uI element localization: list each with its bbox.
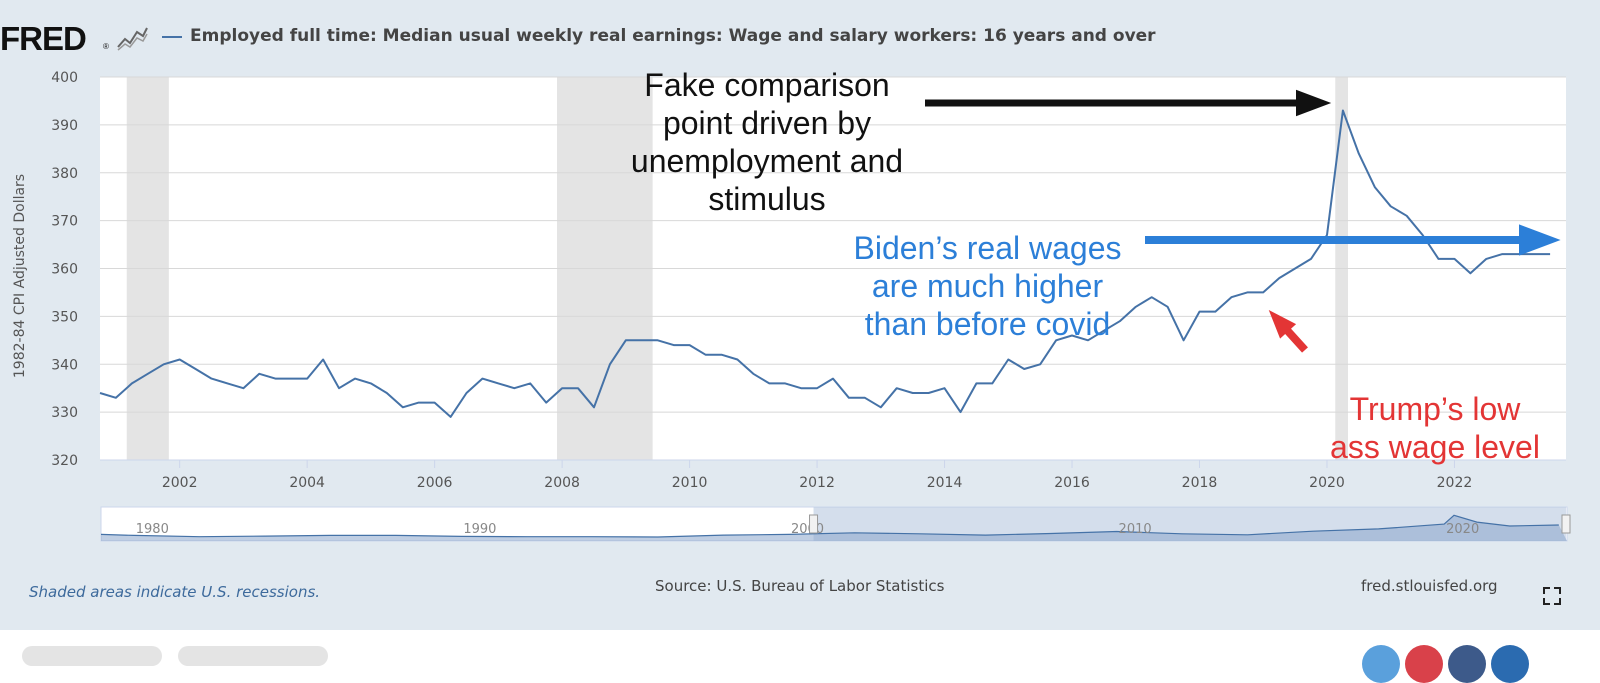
x-tick-label: 2018 — [1182, 475, 1218, 491]
navigator-handle[interactable] — [1561, 514, 1571, 534]
navigator-year-label: 2000 — [791, 522, 824, 537]
x-tick-label: 2020 — [1309, 475, 1345, 491]
y-tick-label: 320 — [51, 453, 78, 469]
y-tick-label: 380 — [51, 166, 78, 182]
red-arrow-head — [1268, 309, 1297, 339]
navigator-year-label: 2010 — [1119, 522, 1152, 537]
series-line — [99, 109, 1551, 418]
share-icon[interactable] — [1362, 645, 1400, 683]
navigator-handle[interactable] — [809, 514, 819, 534]
navigator-year-label: 1990 — [463, 522, 496, 537]
fred-registered-mark: ® — [103, 42, 109, 51]
y-tick-label: 400 — [51, 70, 78, 86]
legend-line — [162, 36, 182, 38]
annotation-trump: Trump’s low ass wage level — [1330, 391, 1540, 465]
x-tick-label: 2012 — [799, 475, 835, 491]
x-tick-label: 2002 — [162, 475, 198, 491]
fred-logo[interactable]: FRED — [0, 20, 87, 57]
y-tick-label: 340 — [51, 357, 78, 373]
black-arrow-head — [1296, 89, 1332, 117]
x-tick-label: 2010 — [672, 475, 708, 491]
x-tick-label: 2016 — [1054, 475, 1090, 491]
bottom-button[interactable] — [178, 646, 328, 666]
source-text: Source: U.S. Bureau of Labor Statistics — [655, 577, 945, 595]
navigator-line — [100, 514, 1559, 538]
share-icon[interactable] — [1448, 645, 1486, 683]
fullscreen-icon[interactable] — [1543, 587, 1561, 605]
x-tick-label: 2014 — [927, 475, 963, 491]
y-tick-label: 390 — [51, 118, 78, 134]
x-tick-label: 2006 — [417, 475, 453, 491]
line-chart: 320 330 340 350 360 370 380 390 400 2002 2004 2006 2… — [51, 70, 1566, 491]
x-tick-label: 2004 — [289, 475, 325, 491]
y-tick-label: 360 — [51, 262, 78, 278]
blue-arrow-head — [1519, 224, 1561, 256]
range-navigator[interactable]: 1980 1990 2000 2010 2020 — [0, 505, 1600, 555]
site-link[interactable]: fred.stlouisfed.org — [1361, 577, 1498, 595]
series-title: Employed full time: Median usual weekly … — [190, 26, 1156, 46]
annotation-fake-comparison: Fake comparison point driven by unemployme… — [630, 67, 904, 217]
navigator-year-label: 1980 — [136, 522, 169, 537]
share-icon[interactable] — [1491, 645, 1529, 683]
y-axis-label: 1982-84 CPI Adjusted Dollars — [12, 173, 28, 379]
x-tick-label: 2008 — [544, 475, 580, 491]
x-tick-label: 2022 — [1437, 475, 1473, 491]
recession-note: Shaded areas indicate U.S. recessions. — [29, 583, 321, 601]
y-tick-label: 330 — [51, 405, 78, 421]
chart-header: FRED ® Employed full time: Median usual … — [0, 14, 1600, 60]
bottom-button[interactable] — [22, 646, 162, 666]
graph-icon — [117, 24, 148, 51]
y-tick-label: 370 — [51, 214, 78, 230]
navigator-year-label: 2020 — [1446, 522, 1479, 537]
annotation-biden: Biden’s real wages are much higher than be… — [853, 230, 1122, 342]
share-icon[interactable] — [1405, 645, 1443, 683]
chart-frame: FRED ® Employed full time: Median usual … — [0, 0, 1600, 654]
y-tick-label: 350 — [51, 309, 78, 325]
